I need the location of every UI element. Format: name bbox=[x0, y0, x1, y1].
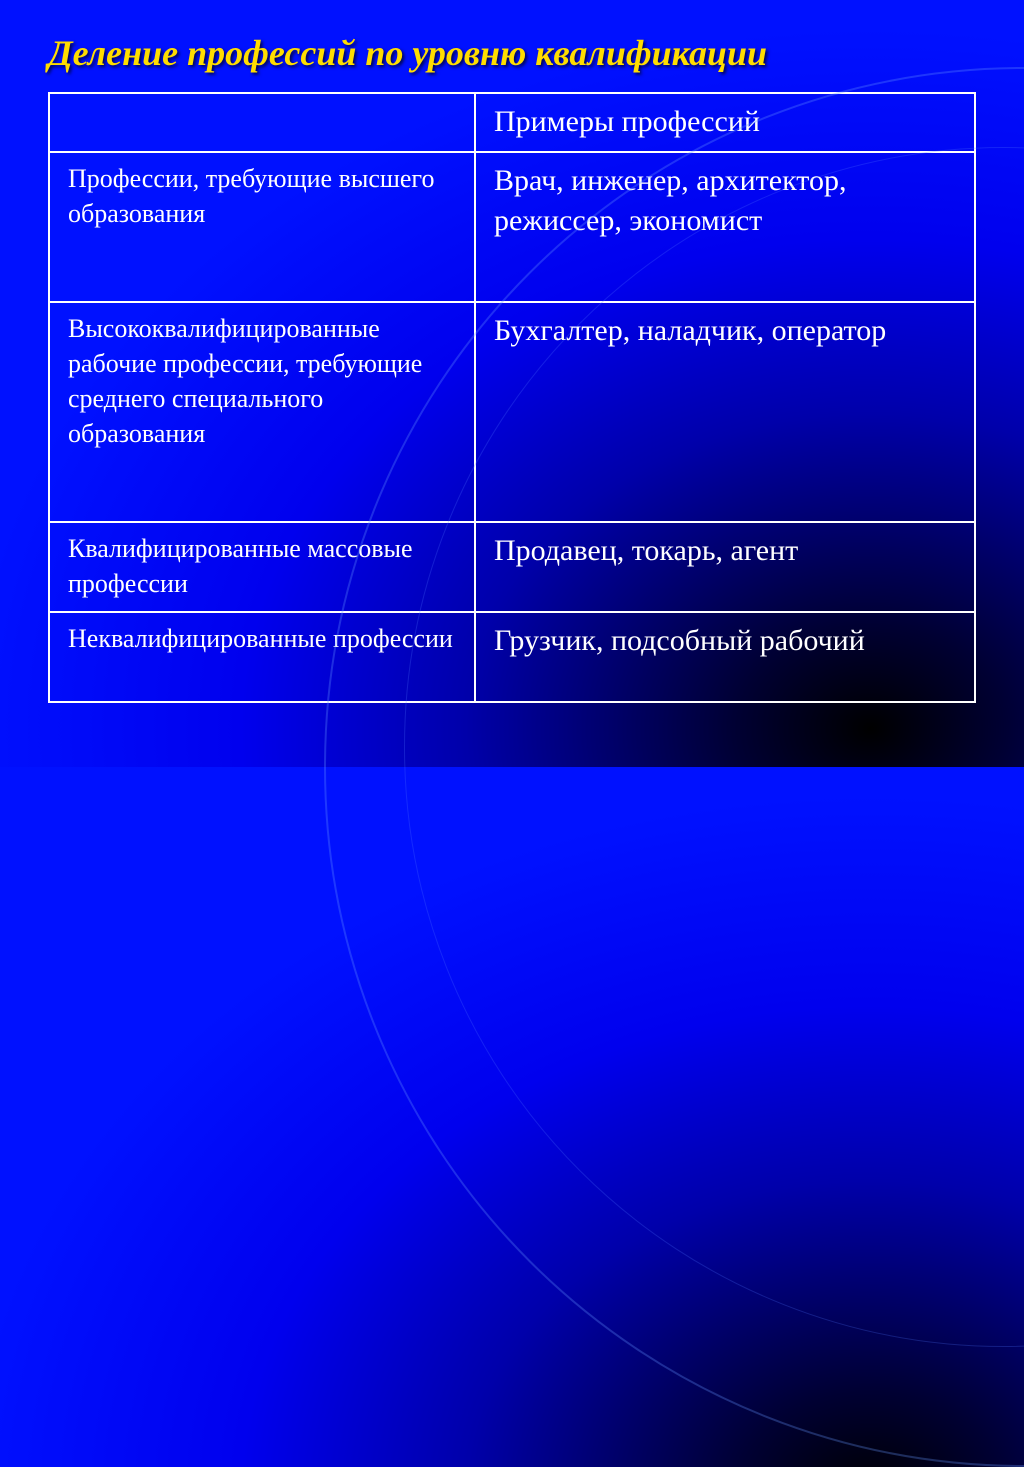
table-row: Высококвалифицированные рабочие професси… bbox=[49, 302, 975, 522]
table-row: Неквалифицированные профессии Грузчик, п… bbox=[49, 612, 975, 702]
table-container: Примеры профессий Профессии, требующие в… bbox=[0, 92, 1024, 703]
table-row: Профессии, требующие высшего образования… bbox=[49, 152, 975, 302]
category-cell: Квалифицированные массовые профессии bbox=[49, 522, 475, 612]
table-header-row: Примеры профессий bbox=[49, 93, 975, 152]
table-row: Квалифицированные массовые профессии Про… bbox=[49, 522, 975, 612]
examples-cell: Продавец, токарь, агент bbox=[475, 522, 975, 612]
professions-table: Примеры профессий Профессии, требующие в… bbox=[48, 92, 976, 703]
examples-cell: Грузчик, подсобный рабочий bbox=[475, 612, 975, 702]
examples-cell: Бухгалтер, наладчик, оператор bbox=[475, 302, 975, 522]
examples-cell: Врач, инженер, архитектор, режиссер, эко… bbox=[475, 152, 975, 302]
category-cell: Высококвалифицированные рабочие професси… bbox=[49, 302, 475, 522]
category-cell: Неквалифицированные профессии bbox=[49, 612, 475, 702]
header-right: Примеры профессий bbox=[475, 93, 975, 152]
slide-title: Деление профессий по уровню квалификации bbox=[0, 0, 1024, 92]
header-left bbox=[49, 93, 475, 152]
category-cell: Профессии, требующие высшего образования bbox=[49, 152, 475, 302]
